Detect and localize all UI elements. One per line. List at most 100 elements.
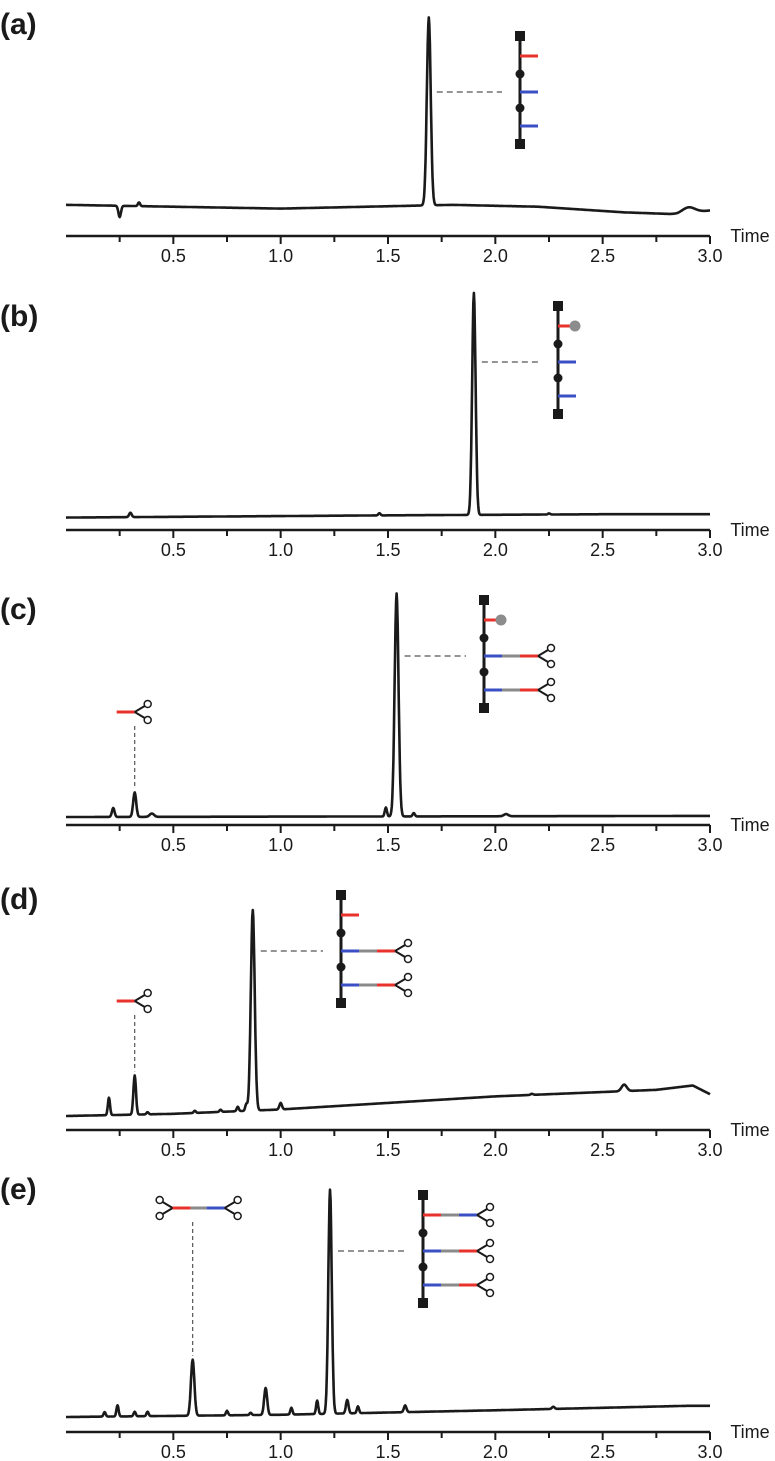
scissors-icon	[134, 988, 152, 1014]
end-square-icon	[479, 703, 489, 713]
scissors-blade	[134, 705, 146, 713]
x-tick-label: 1.5	[375, 1442, 400, 1461]
chromatogram-trace	[65, 291, 711, 519]
x-axis-label: Time	[730, 1120, 769, 1140]
x-tick-label: 2.0	[483, 1442, 508, 1461]
x-axis-label: Time	[730, 1422, 769, 1442]
structure-annotation	[116, 699, 152, 789]
scissors-loop	[233, 1211, 242, 1221]
scissors-icon	[155, 1195, 174, 1221]
scissors-loop	[143, 1004, 152, 1014]
x-axis-label: Time	[730, 520, 769, 540]
structure-annotation	[338, 1190, 495, 1308]
end-square-icon	[553, 301, 563, 311]
structure-annotation	[481, 301, 581, 419]
scissors-loop	[546, 659, 556, 669]
backbone-dot-icon	[418, 1262, 428, 1272]
backbone-dot-icon	[515, 69, 525, 79]
scissors-blade	[537, 655, 549, 663]
chromatogram-trace	[65, 1188, 711, 1419]
scissors-loop	[485, 1272, 495, 1282]
scissors-blade	[537, 683, 549, 691]
x-tick-label: 0.5	[161, 1140, 186, 1160]
cap-dot-icon	[495, 614, 507, 626]
chromatogram-trace	[65, 16, 711, 219]
chromatogram-trace	[65, 908, 711, 1118]
end-square-icon	[336, 998, 346, 1008]
scissors-blade	[162, 1207, 174, 1215]
structure-annotation	[260, 890, 413, 1008]
scissors-blade	[134, 994, 146, 1002]
x-tick-label: 0.5	[161, 1442, 186, 1461]
backbone-dot-icon	[479, 667, 489, 677]
end-square-icon	[515, 139, 525, 149]
x-tick-label: 2.5	[590, 835, 615, 855]
x-tick-label: 1.5	[375, 835, 400, 855]
scissors-icon	[537, 643, 556, 669]
scissors-loop	[485, 1202, 495, 1212]
end-square-icon	[515, 31, 525, 41]
scissors-blade	[476, 1214, 488, 1222]
chromatogram-trace	[65, 592, 711, 819]
backbone-dot-icon	[336, 962, 346, 972]
end-square-icon	[418, 1190, 428, 1200]
panel-label: (e)	[0, 1173, 37, 1206]
scissors-blade	[224, 1201, 236, 1209]
scissors-blade	[394, 944, 406, 952]
scissors-blade	[476, 1208, 488, 1216]
scissors-loop	[143, 988, 152, 998]
x-tick-label: 0.5	[161, 835, 186, 855]
backbone-dot-icon	[515, 103, 525, 113]
scissors-blade	[394, 984, 406, 992]
x-tick-label: 3.0	[697, 540, 722, 560]
scissors-loop	[485, 1288, 495, 1298]
scissors-blade	[476, 1284, 488, 1292]
scissors-loop	[233, 1195, 242, 1205]
scissors-loop	[546, 643, 556, 653]
scissors-blade	[537, 689, 549, 697]
panel-label: (a)	[0, 8, 37, 41]
chart-panel-b: (b) 0.5 1.0 1.5 2.0 2.5 3.0 Time	[0, 291, 770, 560]
structure-annotation	[404, 595, 556, 713]
scissors-blade	[134, 1000, 146, 1008]
x-tick-label: 1.0	[268, 1442, 293, 1461]
scissors-icon	[537, 677, 556, 703]
x-tick-label: 2.0	[483, 540, 508, 560]
x-tick-label: 2.5	[590, 246, 615, 266]
x-tick-label: 1.5	[375, 540, 400, 560]
x-tick-label: 2.0	[483, 246, 508, 266]
backbone-dot-icon	[553, 339, 563, 349]
backbone-dot-icon	[336, 928, 346, 938]
x-tick-label: 0.5	[161, 246, 186, 266]
x-tick-label: 1.0	[268, 540, 293, 560]
x-tick-label: 2.5	[590, 1442, 615, 1461]
backbone-dot-icon	[553, 373, 563, 383]
panel-label: (d)	[0, 883, 38, 916]
backbone-dot-icon	[479, 633, 489, 643]
scissors-loop	[403, 938, 413, 948]
x-tick-label: 2.5	[590, 1140, 615, 1160]
end-square-icon	[553, 409, 563, 419]
scissors-loop	[546, 693, 556, 703]
scissors-icon	[224, 1195, 242, 1221]
x-tick-label: 2.5	[590, 540, 615, 560]
chart-panel-d: (d) 0.5 1.0 1.5 2.0 2.5 3.0 Time	[0, 883, 770, 1160]
structure-annotation	[436, 31, 538, 149]
scissors-blade	[476, 1278, 488, 1286]
x-tick-label: 1.5	[375, 246, 400, 266]
scissors-loop	[485, 1238, 495, 1248]
x-tick-label: 1.5	[375, 1140, 400, 1160]
scissors-icon	[476, 1238, 495, 1264]
scissors-blade	[394, 950, 406, 958]
end-square-icon	[479, 595, 489, 605]
x-axis-label: Time	[730, 815, 769, 835]
scissors-icon	[476, 1202, 495, 1228]
scissors-loop	[155, 1195, 164, 1205]
scissors-blade	[162, 1201, 174, 1209]
x-tick-label: 2.0	[483, 835, 508, 855]
scissors-blade	[537, 649, 549, 657]
x-tick-label: 1.0	[268, 835, 293, 855]
scissors-loop	[546, 677, 556, 687]
x-tick-label: 2.0	[483, 1140, 508, 1160]
